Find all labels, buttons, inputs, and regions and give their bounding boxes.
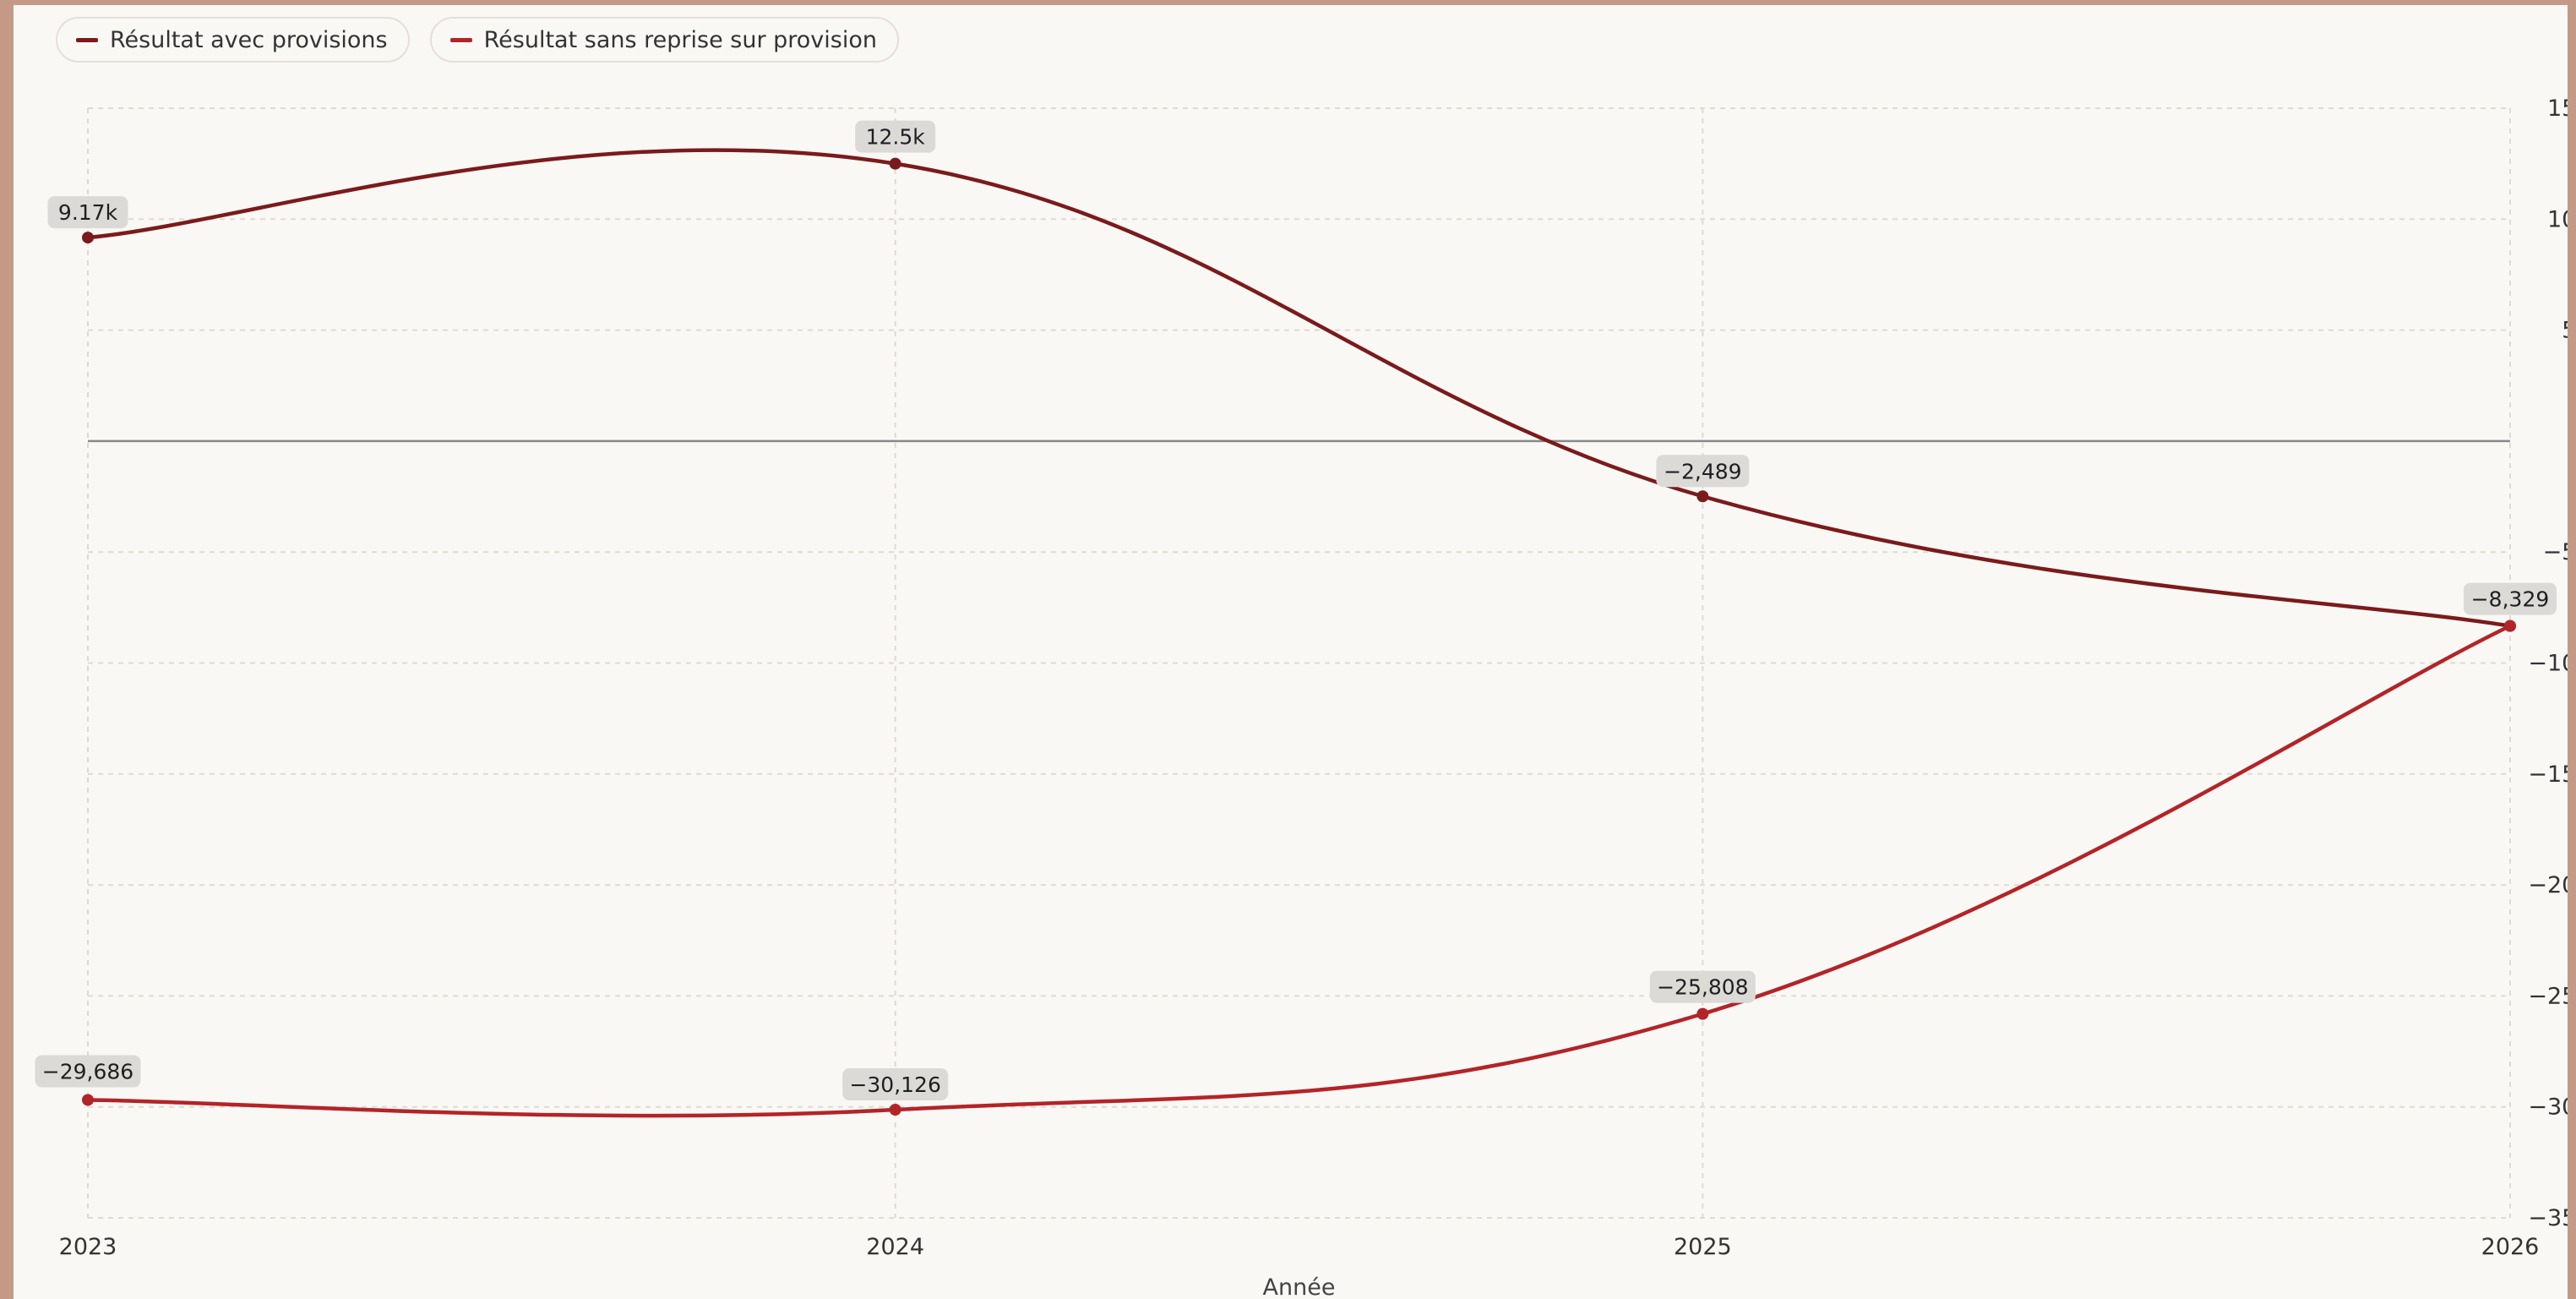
data-label-text: 9.17k: [58, 200, 118, 225]
data-point[interactable]: [889, 157, 901, 170]
legend: Résultat avec provisions Résultat sans r…: [56, 17, 899, 63]
data-point[interactable]: [1696, 490, 1709, 503]
x-tick-label: 2025: [1674, 1234, 1732, 1260]
x-tick-label: 2023: [59, 1234, 117, 1260]
x-tick-label: 2026: [2481, 1234, 2540, 1260]
y-tick-label: −35k: [2528, 1205, 2568, 1231]
data-labels: 9.17k 12.5k −2,489 −8,329 −29,686 −30,126 −25,…: [35, 120, 2557, 1101]
data-point[interactable]: [82, 1094, 94, 1106]
data-label: −2,489: [1656, 455, 1750, 488]
chart-frame: 15k10k5k0−5k−10k−15k−20k−25k−30k−35k 202…: [14, 5, 2568, 1299]
data-label-bg: [855, 120, 936, 153]
data-point[interactable]: [889, 1104, 901, 1116]
data-label-text: −2,489: [1664, 459, 1742, 483]
data-label-text: −30,126: [849, 1072, 940, 1097]
data-label: −29,686: [35, 1055, 141, 1088]
series-line-2: [85, 624, 2513, 1118]
data-label-text: −8,329: [2471, 587, 2550, 612]
data-label-bg: [1656, 455, 1750, 488]
y-tick-label: −10k: [2528, 651, 2568, 677]
y-axis: 15k10k5k0−5k−10k−15k−20k−25k−30k−35k: [2528, 96, 2568, 1231]
legend-item-series-2[interactable]: Résultat sans reprise sur provision: [429, 17, 899, 63]
x-axis-title: Année: [1263, 1274, 1336, 1299]
data-label: −8,329: [2464, 582, 2557, 615]
data-label-bg: [1649, 970, 1756, 1003]
series-lines: [82, 148, 2516, 1118]
legend-label-series-1: Résultat avec provisions: [110, 26, 388, 53]
y-tick-label: −15k: [2528, 761, 2568, 788]
data-label-bg: [47, 196, 128, 229]
legend-swatch-series-2: [449, 37, 472, 42]
data-label: 12.5k: [855, 120, 936, 153]
legend-label-series-2: Résultat sans reprise sur provision: [483, 26, 877, 53]
y-tick-label: 5k: [2562, 318, 2568, 344]
data-label: 9.17k: [47, 196, 128, 229]
y-tick-label: −5k: [2543, 539, 2568, 565]
legend-item-series-1[interactable]: Résultat avec provisions: [56, 17, 410, 63]
data-point[interactable]: [82, 232, 94, 244]
y-tick-label: −30k: [2528, 1094, 2568, 1121]
data-label-text: −29,686: [42, 1059, 133, 1083]
y-tick-label: 10k: [2547, 206, 2568, 232]
y-tick-label: −20k: [2528, 872, 2568, 898]
legend-swatch-series-1: [76, 37, 98, 42]
data-label-text: −25,808: [1657, 975, 1748, 1000]
y-tick-label: −25k: [2528, 983, 2568, 1009]
data-label-bg: [2464, 582, 2557, 615]
data-label: −30,126: [842, 1068, 949, 1101]
y-tick-label: 15k: [2547, 96, 2568, 122]
data-label-text: 12.5k: [866, 125, 926, 150]
x-axis: 2023 2024 2025 2026 Année: [59, 1234, 2540, 1299]
data-point[interactable]: [2504, 619, 2516, 632]
data-point[interactable]: [1696, 1007, 1709, 1020]
data-label-bg: [842, 1068, 949, 1101]
x-tick-label: 2024: [866, 1234, 924, 1260]
grid-lines: [87, 107, 2511, 1219]
data-label-bg: [35, 1055, 141, 1088]
data-label: −25,808: [1649, 970, 1756, 1003]
line-chart: 15k10k5k0−5k−10k−15k−20k−25k−30k−35k 202…: [35, 96, 2568, 1299]
series-line-1: [85, 148, 2513, 628]
